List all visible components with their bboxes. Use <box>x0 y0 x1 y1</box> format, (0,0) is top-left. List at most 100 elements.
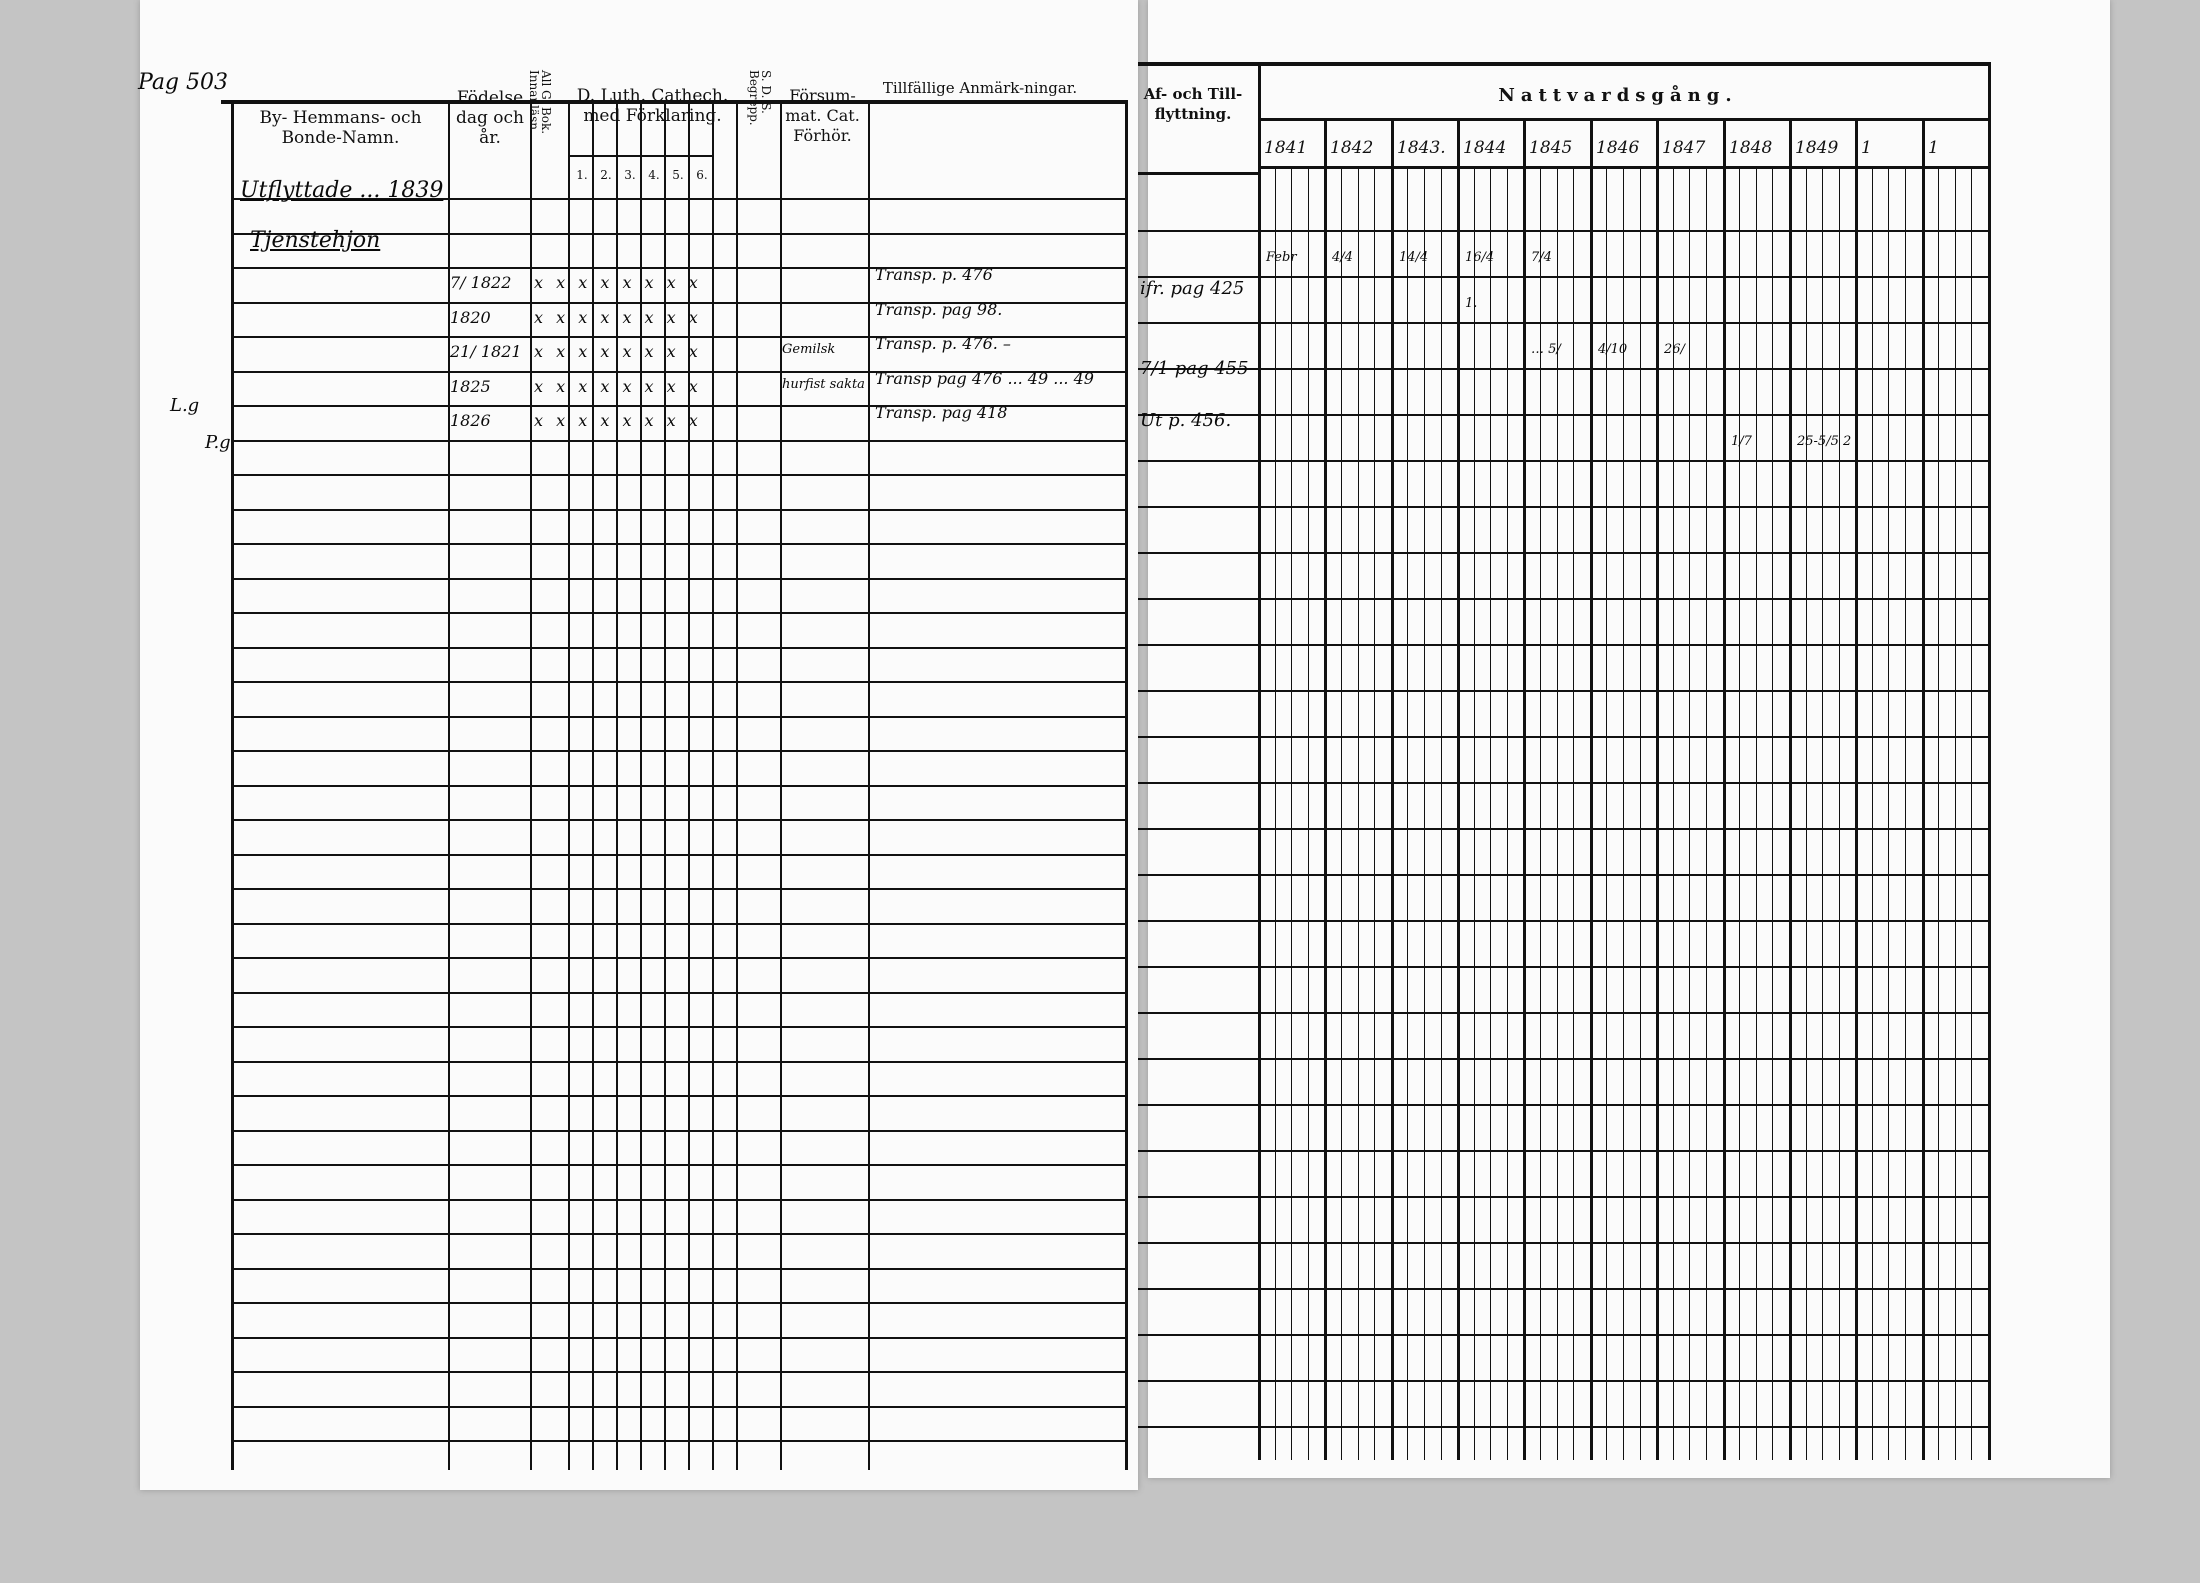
year-column-rule <box>1723 118 1726 1460</box>
sub-column-rule <box>1640 166 1641 1460</box>
left-page: Pag 503 By- Hemmans- och Bonde-Namn. Föd… <box>138 0 1138 1490</box>
row-rule <box>231 1337 1125 1339</box>
sub-column-rule <box>1474 166 1475 1460</box>
row-rule <box>231 888 1125 890</box>
rule-top <box>221 100 1125 104</box>
row-rule <box>1138 1104 1988 1106</box>
row-rule <box>1138 1150 1988 1152</box>
sub-column-rule <box>1839 166 1840 1460</box>
row-rule <box>231 578 1125 580</box>
row-rule <box>231 405 1125 407</box>
sub-column-rule <box>1358 166 1359 1460</box>
row-rule <box>1138 1288 1988 1290</box>
birth-date: 1825 <box>450 376 491 396</box>
cathech-subheader: 1. <box>576 168 588 182</box>
year-label: 1 <box>1928 138 1939 158</box>
row-rule <box>231 1026 1125 1028</box>
header-remarks: Tillfällige Anmärk-ningar. <box>882 79 1078 97</box>
margin-note: P.g <box>205 432 231 453</box>
year-label: 1 <box>1861 138 1872 158</box>
catechism-marks: x x x x x x x x <box>534 273 702 292</box>
row-rule <box>1138 322 1988 324</box>
year-label: 1846 <box>1596 138 1640 158</box>
header-moves: Af- och Till-flyttning. <box>1143 85 1243 123</box>
sub-column-rule <box>1673 166 1674 1460</box>
header-forsum: Försum-mat. Cat. Förhör. <box>785 86 860 145</box>
row-rule <box>1138 230 1988 232</box>
remark: Transp. pag 418 <box>875 403 1008 422</box>
year-column-rule <box>1324 118 1327 1460</box>
move-note: ifr. pag 425 <box>1140 278 1245 299</box>
page-number: Pag 503 <box>138 70 228 95</box>
row-rule <box>1138 874 1988 876</box>
moves-rule <box>1138 172 1258 175</box>
year-column-rule <box>1656 118 1659 1460</box>
communion-entry: 4/10 <box>1598 342 1628 357</box>
sub-column-rule <box>1888 166 1889 1460</box>
row-rule <box>1138 598 1988 600</box>
right-page: Af- och Till-flyttning. Nattvardsgång. 1… <box>1138 0 2110 1478</box>
sub-column-rule <box>1623 166 1624 1460</box>
sub-column-rule <box>1689 166 1690 1460</box>
communion-entry: 26/ <box>1664 342 1685 357</box>
row-rule <box>1138 1380 1988 1382</box>
remark: Transp. pag 98. <box>875 299 1003 319</box>
cathech-subheader: 5. <box>672 168 684 182</box>
margin-note: L.g <box>170 395 200 416</box>
year-column-rule <box>1855 118 1858 1460</box>
row-rule <box>231 681 1125 683</box>
sub-column-rule <box>1822 166 1823 1460</box>
sub-column-rule <box>1407 166 1408 1460</box>
year-label: 1842 <box>1330 138 1374 158</box>
sub-column-rule <box>1772 166 1773 1460</box>
year-column-rule <box>1258 118 1261 1460</box>
sub-column-rule <box>1938 166 1939 1460</box>
row-rule <box>1138 1012 1988 1014</box>
row-rule <box>1138 552 1988 554</box>
year-label: 1844 <box>1463 138 1507 158</box>
header-cathech: D. Luth. Cathech. med Förklaring. <box>576 86 729 126</box>
section-label: Tjenstehjon <box>250 228 381 253</box>
sub-column-rule <box>1739 166 1740 1460</box>
row-rule <box>231 716 1125 718</box>
year-label: 1841 <box>1264 138 1308 158</box>
catechism-marks: x x x x x x x x <box>534 307 702 327</box>
row-rule <box>1138 276 1988 278</box>
row-rule <box>231 509 1125 511</box>
row-rule <box>231 647 1125 649</box>
row-rule <box>231 1164 1125 1166</box>
sub-column-rule <box>1308 166 1309 1460</box>
row-rule <box>231 302 1125 304</box>
sub-column-rule <box>1424 166 1425 1460</box>
row-rule <box>1138 690 1988 692</box>
year-column-rule <box>1590 118 1593 1460</box>
year-column-rule <box>1789 118 1792 1460</box>
communion-entry: Febr <box>1266 250 1297 265</box>
row-rule <box>1138 828 1988 830</box>
sub-column-rule <box>1955 166 1956 1460</box>
move-note: Ut p. 456. <box>1140 410 1232 431</box>
row-rule <box>231 1061 1125 1063</box>
row-rule <box>231 1440 1125 1442</box>
year-column-rule <box>1523 118 1526 1460</box>
communion-entry: 25-5/5 2 <box>1797 434 1852 449</box>
year-label: 1847 <box>1662 138 1706 158</box>
header-communion: Nattvardsgång. <box>1498 85 1738 106</box>
header-allg: All G. Bok. Innanläsn. <box>527 70 553 135</box>
row-rule <box>1138 460 1988 462</box>
sub-column-rule <box>1971 166 1972 1460</box>
row-rule <box>1138 1242 1988 1244</box>
birth-date: 7/ 1822 <box>450 273 512 292</box>
row-rule <box>231 474 1125 476</box>
row-rule <box>231 1268 1125 1270</box>
row-rule <box>231 198 1125 200</box>
sub-column-rule <box>1756 166 1757 1460</box>
forsum-note: Gemilsk <box>782 342 836 357</box>
remark: Transp. p. 476 <box>875 265 993 284</box>
header-birth: Födelse dag och år. <box>455 88 524 148</box>
row-rule <box>231 1233 1125 1235</box>
year-label: 1848 <box>1729 138 1773 158</box>
row-rule <box>231 267 1125 269</box>
communion-entry: 1. <box>1465 296 1478 311</box>
row-rule <box>231 233 1125 235</box>
